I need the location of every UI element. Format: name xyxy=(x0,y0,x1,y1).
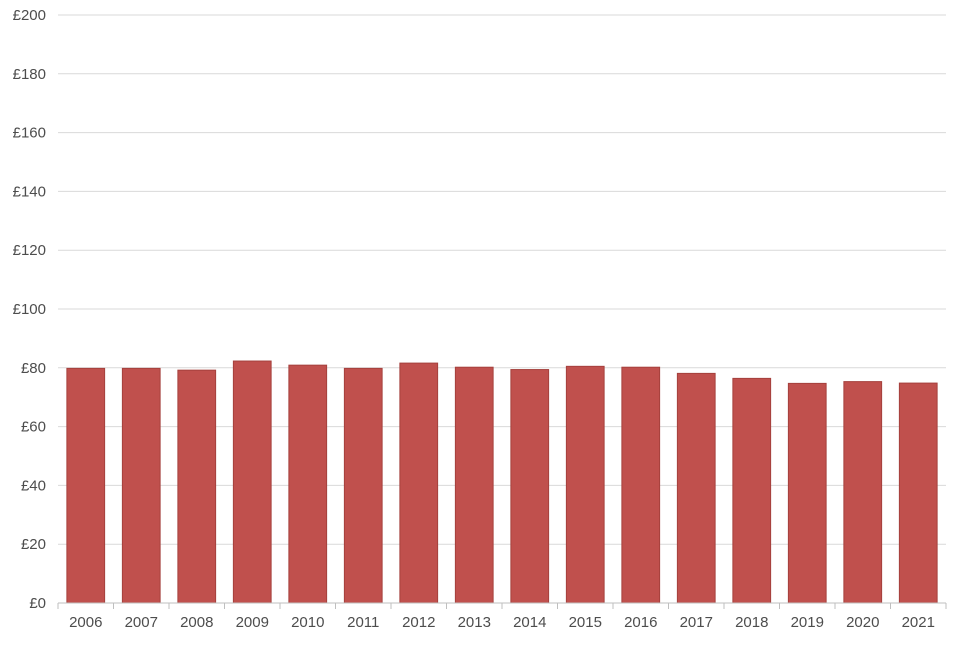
bar-2015 xyxy=(565,365,605,604)
y-tick-label: £40 xyxy=(21,477,46,494)
x-tick-label: 2020 xyxy=(846,614,879,631)
bar-2014 xyxy=(510,369,550,604)
bar-2006 xyxy=(66,367,106,604)
x-tick-label: 2014 xyxy=(513,614,546,631)
y-tick-label: £160 xyxy=(13,125,46,142)
bar-2020 xyxy=(843,381,883,604)
x-tick-label: 2006 xyxy=(69,614,102,631)
x-tick-label: 2019 xyxy=(791,614,824,631)
bar-2007 xyxy=(121,367,161,604)
bar-2018 xyxy=(732,377,772,604)
x-axis xyxy=(57,602,947,609)
bar-2010 xyxy=(288,364,328,604)
bar-2009 xyxy=(232,360,272,604)
y-tick-label: £120 xyxy=(13,242,46,259)
bar-2012 xyxy=(399,362,439,604)
bars xyxy=(66,360,938,604)
x-tick-label: 2018 xyxy=(735,614,768,631)
x-tick-label: 2013 xyxy=(458,614,491,631)
x-axis-tick-labels: 2006 2007 2008 2009 2010 2011 2012 2013 2014 2015… xyxy=(69,614,935,631)
y-tick-label: £200 xyxy=(13,7,46,24)
x-tick-label: 2012 xyxy=(402,614,435,631)
x-tick-label: 2008 xyxy=(180,614,213,631)
x-tick-label: 2010 xyxy=(291,614,324,631)
bar-2019 xyxy=(787,382,827,604)
bar-2016 xyxy=(621,366,661,604)
y-axis-tick-labels: £0 £20 £40 £60 £80 £100 £120 £140 £160 £180 £200 xyxy=(13,7,46,612)
y-tick-label: £140 xyxy=(13,183,46,200)
x-tick-label: 2015 xyxy=(569,614,602,631)
bar-2008 xyxy=(177,369,217,604)
x-tick-label: 2017 xyxy=(680,614,713,631)
x-tick-label: 2007 xyxy=(125,614,158,631)
bar-2013 xyxy=(454,366,494,604)
x-tick-label: 2011 xyxy=(347,614,379,631)
y-tick-label: £0 xyxy=(29,595,46,612)
y-tick-label: £100 xyxy=(13,301,46,318)
x-tick-label: 2009 xyxy=(236,614,269,631)
x-tick-label: 2016 xyxy=(624,614,657,631)
y-tick-label: £180 xyxy=(13,66,46,83)
y-tick-label: £60 xyxy=(21,419,46,436)
y-tick-label: £80 xyxy=(21,360,46,377)
x-tick-label: 2021 xyxy=(902,614,935,631)
y-tick-label: £20 xyxy=(21,536,46,553)
bar-2021 xyxy=(898,382,938,604)
bar-2017 xyxy=(676,372,716,604)
bar-2011 xyxy=(343,367,383,604)
